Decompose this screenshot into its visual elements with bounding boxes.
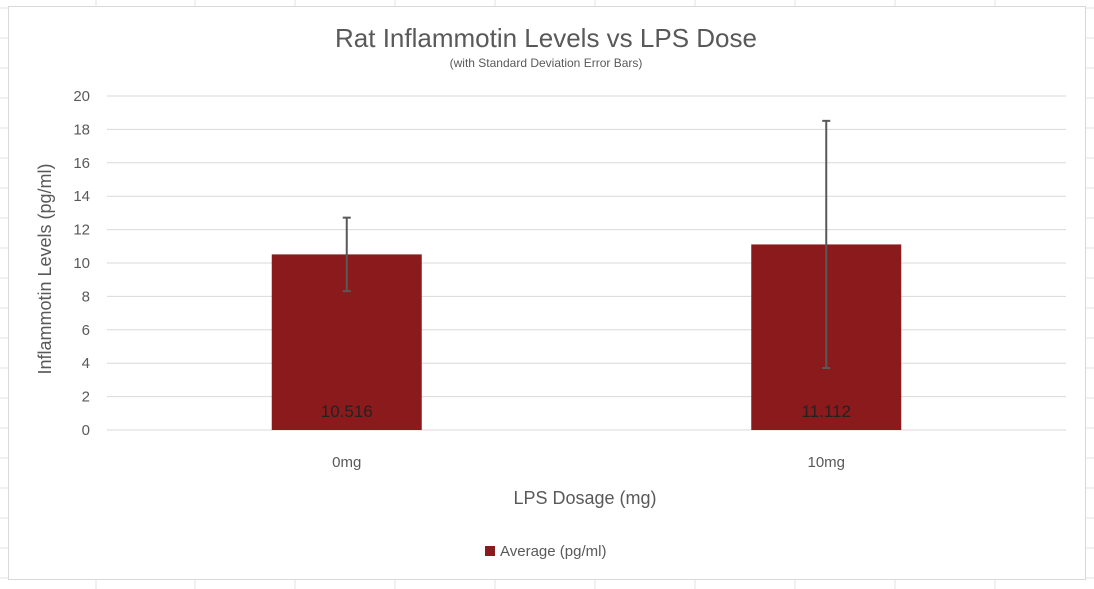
legend-label: Average (pg/ml)	[500, 543, 606, 560]
y-tick-label: 0	[82, 422, 90, 439]
chart-subtitle: (with Standard Deviation Error Bars)	[450, 56, 643, 70]
chart-area[interactable]: Rat Inflammotin Levels vs LPS Dose (with…	[8, 6, 1086, 580]
y-tick-label: 12	[73, 222, 90, 239]
y-tick-label: 20	[73, 88, 90, 105]
legend-swatch	[485, 546, 495, 556]
data-label: 11.112	[802, 402, 851, 421]
y-tick-label: 16	[73, 155, 90, 172]
y-tick-label: 4	[82, 355, 90, 372]
legend[interactable]: Average (pg/ml)	[485, 543, 606, 560]
y-tick-label: 14	[73, 188, 90, 205]
x-axis-title: LPS Dosage (mg)	[513, 488, 656, 508]
y-tick-label: 10	[73, 255, 90, 272]
gridlines	[107, 95, 1066, 431]
y-tick-label: 6	[82, 322, 90, 339]
y-tick-label: 8	[82, 288, 90, 305]
x-tick-label: 10mg	[807, 454, 845, 471]
y-tick-label: 18	[73, 121, 90, 138]
y-tick-label: 2	[82, 389, 90, 406]
x-axis-ticks: 0mg 10mg	[332, 454, 845, 471]
y-axis-title: Inflammotin Levels (pg/ml)	[35, 163, 55, 374]
chart-canvas: Rat Inflammotin Levels vs LPS Dose (with…	[35, 23, 1066, 560]
y-axis-ticks: 0 2 4 6 8 10 12 14 16 18 20	[73, 88, 90, 439]
x-tick-label: 0mg	[332, 454, 361, 471]
chart-title: Rat Inflammotin Levels vs LPS Dose	[335, 23, 757, 53]
bars: 10.516 11.112	[271, 119, 902, 430]
data-label: 10.516	[321, 402, 373, 421]
